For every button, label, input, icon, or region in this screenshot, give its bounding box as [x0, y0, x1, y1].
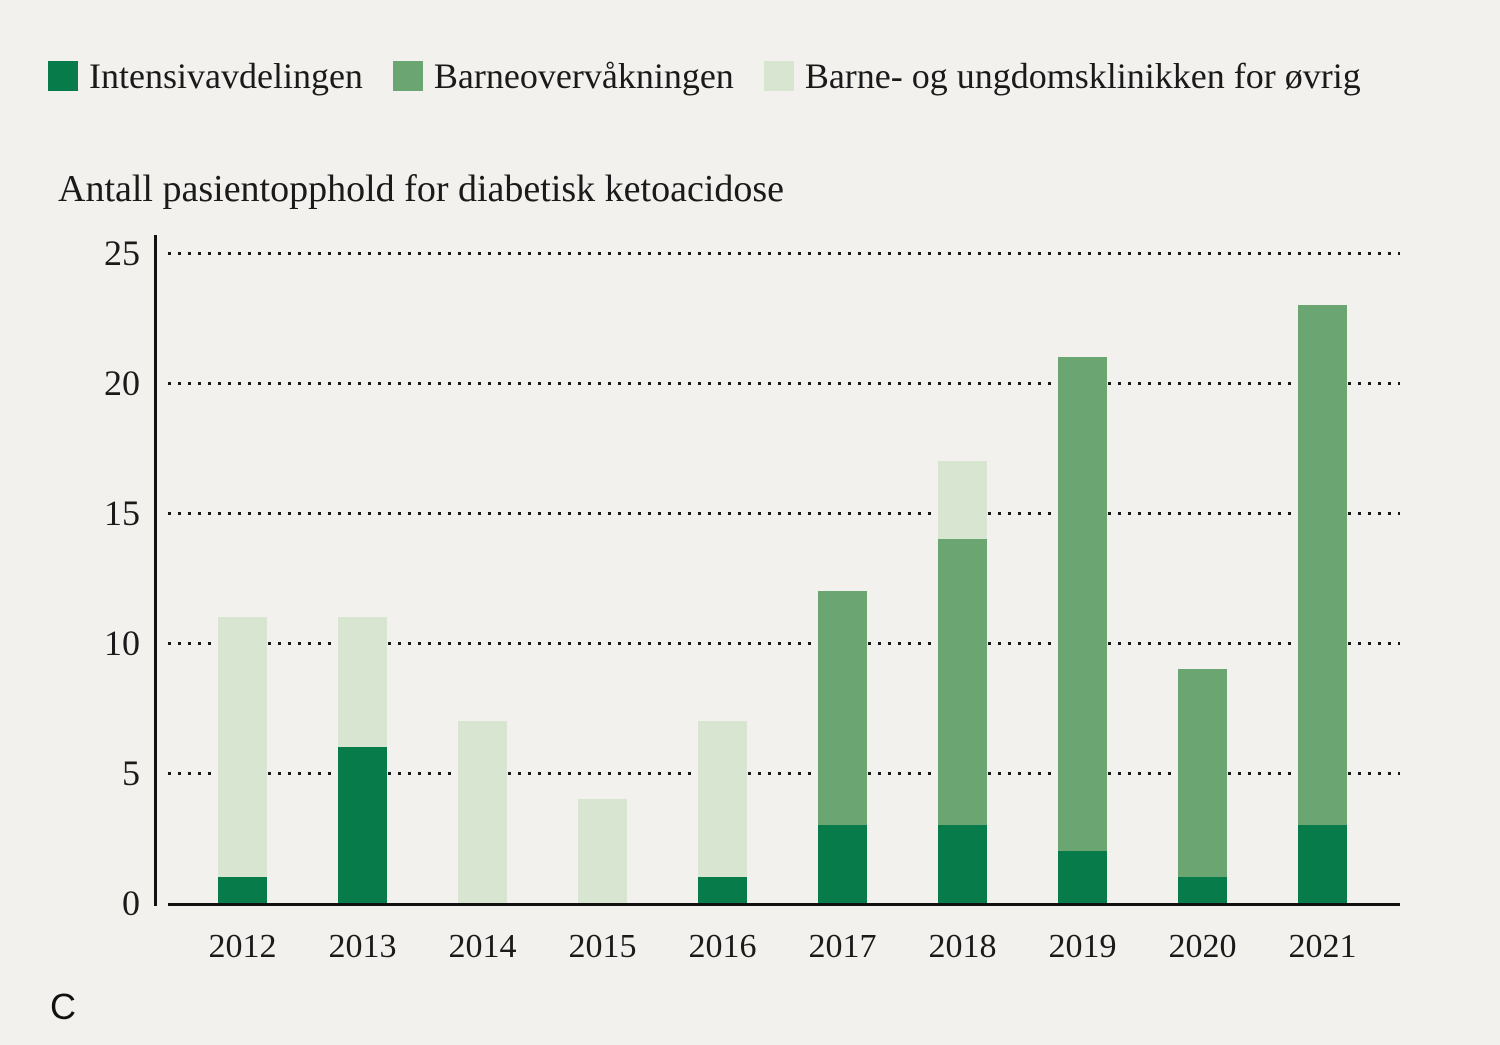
- bar-segment-2015-barne-og-ungdomsklinikken-for-vrig: [578, 799, 627, 903]
- bar-segment-2017-barneoverv-kningen: [818, 591, 867, 825]
- bar-segment-2013-barne-og-ungdomsklinikken-for-vrig: [338, 617, 387, 747]
- gridline-y15: [168, 512, 1400, 515]
- x-axis-label: 2014: [448, 928, 517, 965]
- bar-segment-2021-intensivavdelingen: [1298, 825, 1347, 903]
- legend-item-intensivavdelingen: Intensivavdelingen: [48, 58, 363, 94]
- legend-label: Barneovervåkningen: [433, 56, 734, 96]
- bar-segment-2021-barneoverv-kningen: [1298, 305, 1347, 825]
- bar-segment-2020-intensivavdelingen: [1178, 877, 1227, 903]
- legend-swatch-dark-green-icon: [48, 61, 78, 91]
- gridline-y20: [168, 382, 1400, 385]
- legend-swatch-light-green-icon: [763, 61, 794, 91]
- legend-swatch-medium-green-icon: [392, 61, 423, 91]
- x-axis: [168, 903, 1400, 906]
- bar-segment-2019-intensivavdelingen: [1058, 851, 1107, 903]
- figure-label: C: [50, 986, 76, 1027]
- bar-segment-2012-intensivavdelingen: [218, 877, 267, 903]
- chart-title: Antall pasientopphold for diabetisk keto…: [58, 168, 785, 210]
- bar-segment-2013-intensivavdelingen: [338, 747, 387, 903]
- x-axis-label: 2021: [1288, 928, 1357, 965]
- y-axis-label: 15: [104, 493, 140, 533]
- legend-label: Barne- og ungdomsklinikken for øvrig: [804, 56, 1361, 96]
- x-axis-label: 2012: [208, 928, 277, 965]
- legend: Intensivavdelingen Barneovervåkningen Ba…: [48, 58, 1361, 94]
- bar-segment-2012-barne-og-ungdomsklinikken-for-vrig: [218, 617, 267, 877]
- y-axis: [154, 235, 157, 906]
- legend-item-barneovervakningen: Barneovervåkningen: [392, 56, 734, 96]
- bar-segment-2018-intensivavdelingen: [938, 825, 987, 903]
- y-axis-label: 0: [122, 883, 140, 923]
- legend-item-klinikken-for-ovrig: Barne- og ungdomsklinikken for øvrig: [763, 56, 1361, 96]
- bar-segment-2020-barneoverv-kningen: [1178, 669, 1227, 877]
- x-axis-label: 2016: [688, 928, 757, 965]
- bar-segment-2018-barneoverv-kningen: [938, 539, 987, 825]
- bar-segment-2016-intensivavdelingen: [698, 877, 747, 903]
- bar-segment-2018-barne-og-ungdomsklinikken-for-vrig: [938, 461, 987, 539]
- y-axis-label: 25: [104, 233, 140, 273]
- y-axis-label: 10: [104, 623, 140, 663]
- bar-segment-2014-barne-og-ungdomsklinikken-for-vrig: [458, 721, 507, 903]
- bar-segment-2019-barneoverv-kningen: [1058, 357, 1107, 851]
- x-axis-label: 2019: [1048, 928, 1117, 965]
- gridline-y10: [168, 642, 1400, 645]
- bar-segment-2016-barne-og-ungdomsklinikken-for-vrig: [698, 721, 747, 877]
- y-axis-label: 20: [104, 363, 140, 403]
- x-axis-label: 2018: [928, 928, 997, 965]
- gridline-y5: [168, 772, 1400, 775]
- y-axis-label: 5: [122, 753, 140, 793]
- bar-segment-2017-intensivavdelingen: [818, 825, 867, 903]
- legend-label: Intensivavdelingen: [89, 56, 363, 96]
- x-axis-label: 2015: [568, 928, 637, 965]
- gridline-y25: [168, 252, 1400, 255]
- x-axis-label: 2017: [808, 928, 877, 965]
- x-axis-label: 2013: [328, 928, 397, 965]
- x-axis-label: 2020: [1168, 928, 1237, 965]
